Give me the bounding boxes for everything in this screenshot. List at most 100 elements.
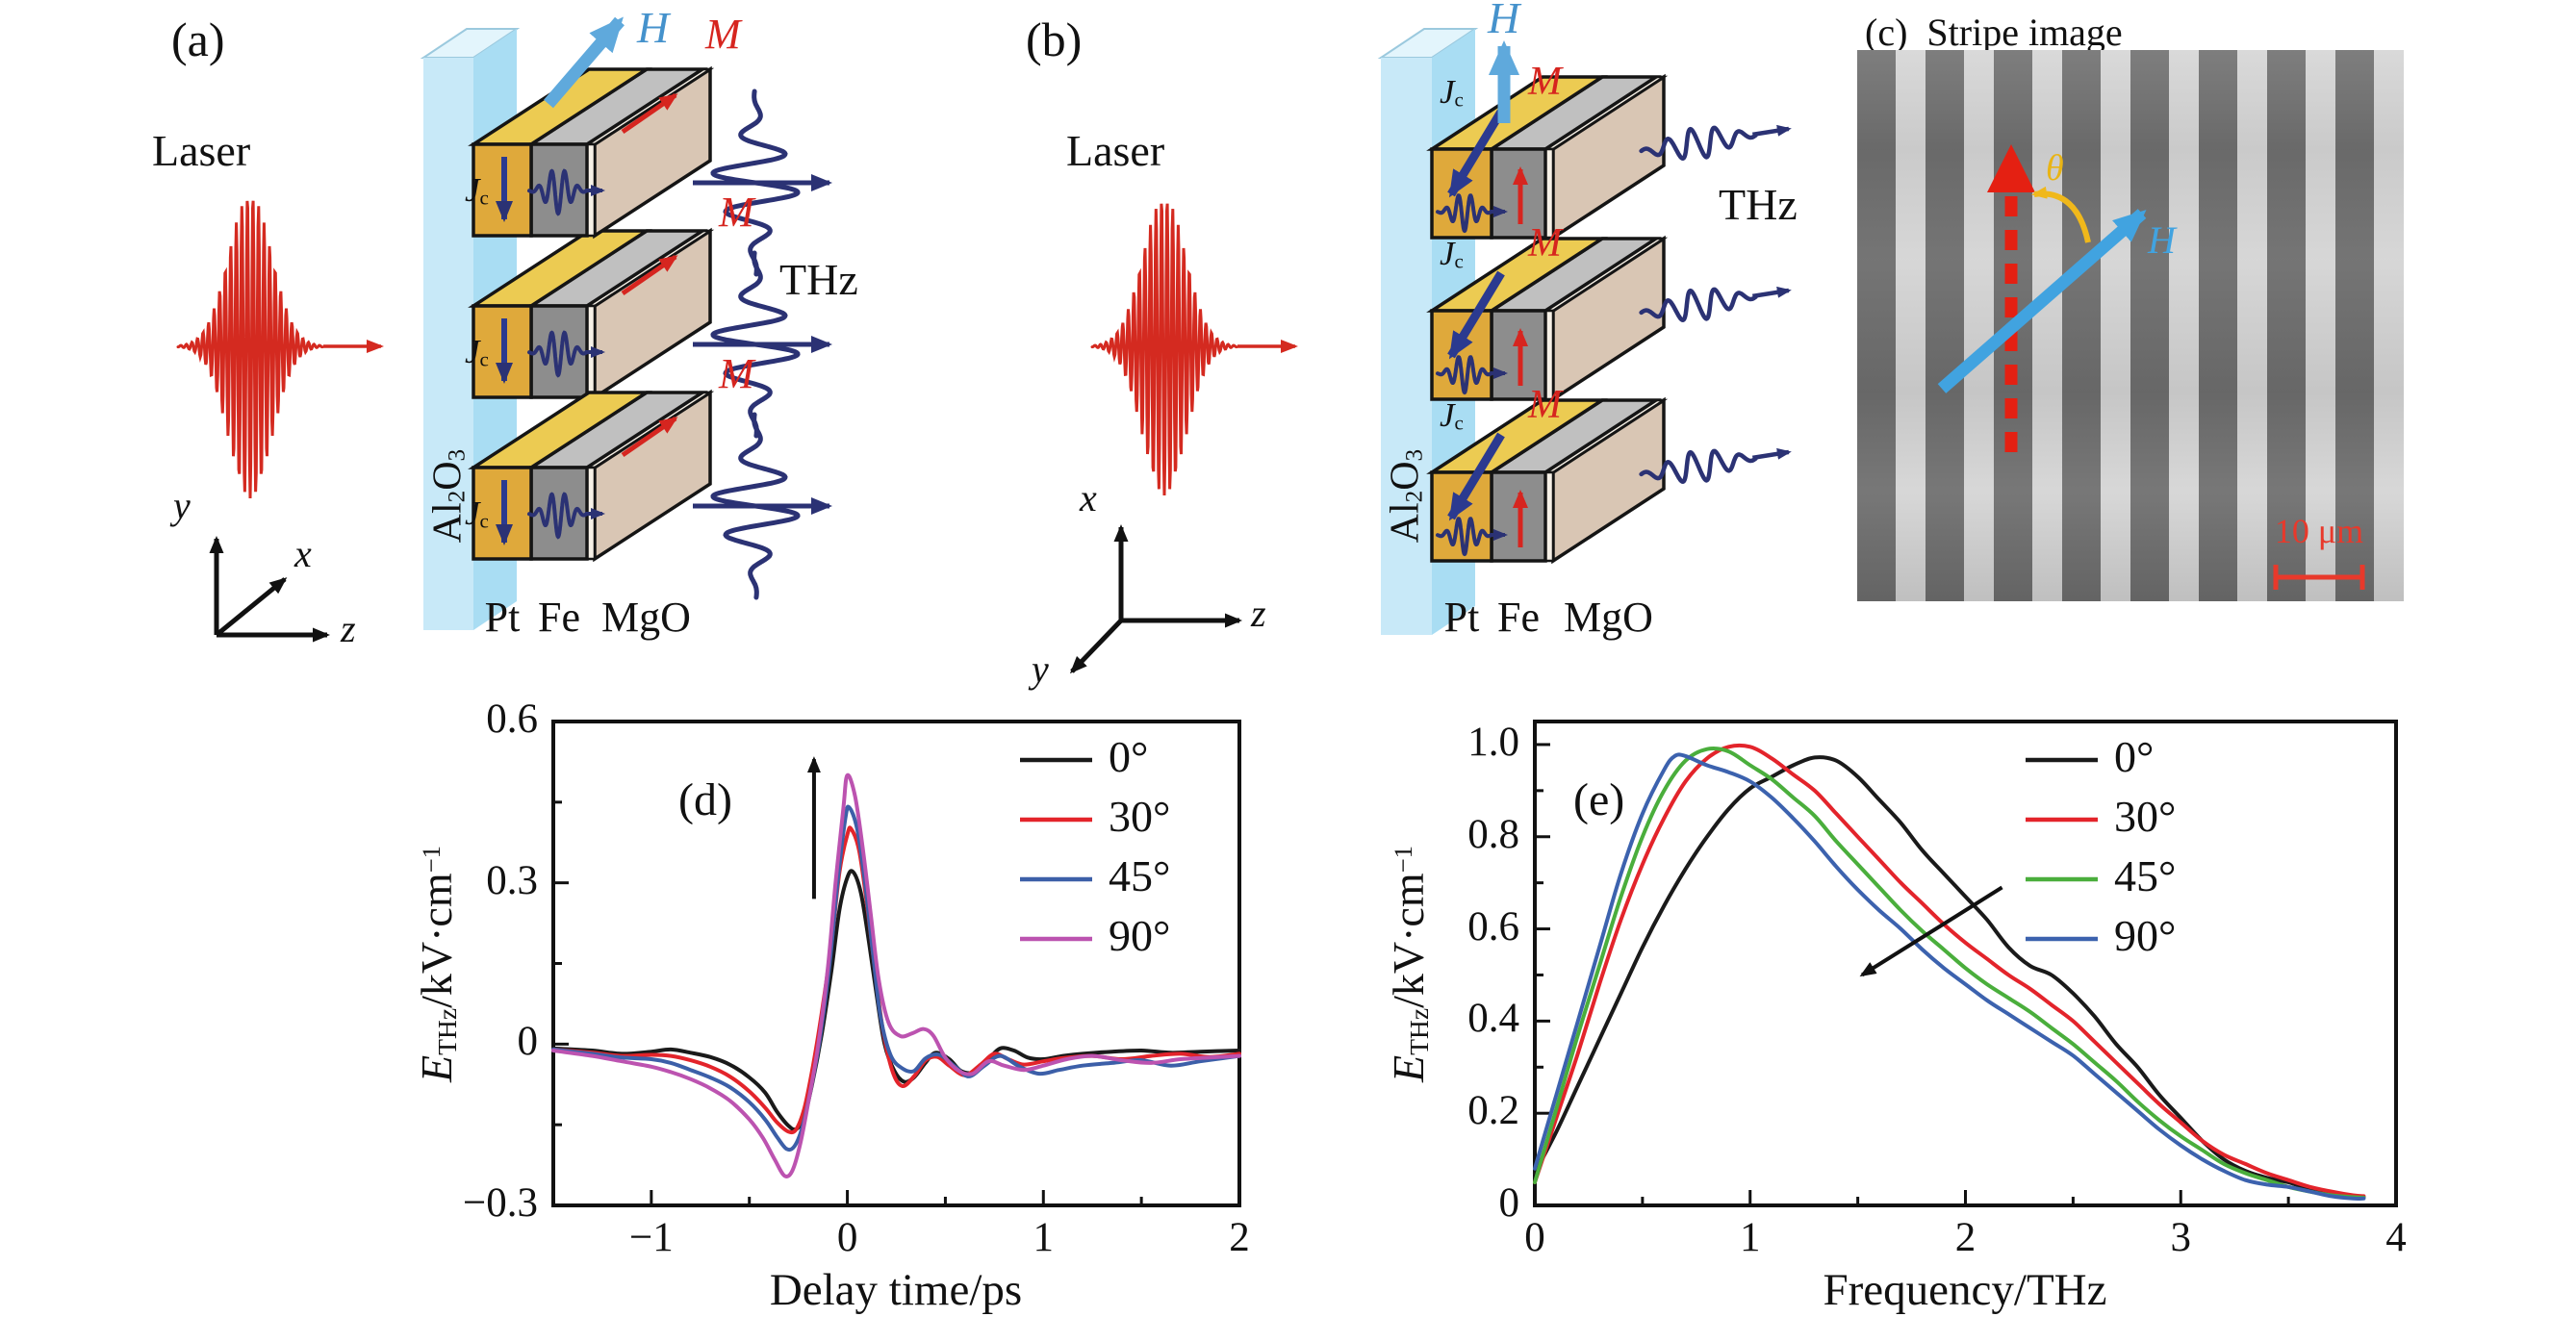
axis-up-label: y [173,484,191,527]
x-axis-title: Frequency/THz [1823,1265,2107,1315]
thz-emission-1 [693,89,832,277]
magnetization-arrow [621,416,678,458]
legend-label: 45° [1109,851,1171,900]
wave-path [710,412,801,600]
pt-layer-label: Pt [484,594,521,641]
thz-emission-3 [693,412,832,600]
series-curve-30° [1533,743,2366,1199]
charge-current-arrow [1447,109,1505,198]
x-tick-label: 2 [1954,1215,1977,1260]
micrograph-texture [1857,50,2404,601]
wave-path [1639,287,1758,322]
panel-tag: (b) [1026,13,1083,66]
magnetization-label: M [705,11,741,58]
thz-burst-icon [527,168,605,216]
substrate-label: Al2O3 [1383,448,1428,544]
substrate-label: Al2O3 [425,448,471,544]
wave-path [527,330,589,378]
coordinate-axes [1069,524,1242,674]
magnetic-field-arrow [1937,209,2147,393]
wave-path [1639,448,1758,484]
field-label: H [637,3,670,52]
x-tick-label: 4 [2385,1215,2407,1260]
thz-burst-icon [527,492,605,540]
legend-label: 90° [2114,911,2177,960]
x-tick-label: −1 [628,1215,674,1260]
wave-arrow [1752,124,1792,138]
axis-right-label: z [1251,592,1266,635]
angle-arc [2031,186,2091,243]
legend-label: 30° [2114,792,2177,841]
x-tick-label: 0 [836,1215,858,1260]
legend-label: 0° [1109,732,1149,781]
laser-label: Laser [152,126,251,175]
thz-label: THz [1719,180,1798,229]
x-tick-label: 3 [2170,1215,2192,1260]
current-label: Jc [1440,235,1464,273]
wave-path [176,200,324,499]
mgo-layer-label: MgO [601,594,691,641]
coordinate-axes [209,536,330,643]
series-curve-90° [551,772,1241,1178]
field-label: H [2148,218,2176,262]
series-curve-0° [551,869,1241,1132]
pt-layer-label: Pt [1443,594,1480,641]
thz-burst-icon [1436,517,1508,557]
magnetization-label: M [1528,221,1562,266]
axis-up-label: x [1080,476,1097,519]
y-tick-label: 0.8 [1467,811,1519,857]
current-label: Jc [465,171,489,210]
y-tick-label: 0 [517,1019,539,1065]
x-tick-label: 1 [1033,1215,1055,1260]
wave-path [1436,355,1493,395]
series-curve-0° [1533,755,2366,1200]
axis-right-label: z [341,607,356,650]
magnetic-field-arrow [544,16,625,109]
legend-label: 45° [2114,851,2177,900]
y-tick-label: 0.3 [486,857,538,903]
magnetization-label: M [1528,383,1562,427]
angle-label: θ [2046,148,2064,189]
panel-b-schematic: (b) Laser Al2O3 Jc Jc Jc M M M H THz Pt … [1020,0,1838,702]
wave-path [1436,517,1493,557]
thz-burst-icon [527,330,605,378]
pt-fe-mgo-unit [468,389,715,563]
magnetization-label: M [719,189,754,236]
thz-emission-2 [693,250,832,439]
magnetization-label: M [719,350,754,397]
laser-pulse-icon [176,200,384,499]
panel-title: (c) Stripe image [1865,11,2123,54]
wave-path [1090,203,1238,496]
wave-arrow [1752,447,1792,461]
panel-tag: (e) [1573,774,1625,825]
magnetization-arrow [621,92,678,135]
charge-current-arrow [1447,270,1505,360]
laser-label: Laser [1066,126,1165,175]
annotation-arrow [1859,885,2003,977]
current-label: Jc [465,494,489,533]
axis-diagonal-label: y [1032,647,1049,691]
current-label: Jc [1440,73,1464,112]
y-tick-label: 0.6 [1467,903,1519,950]
panel-a-schematic: (a) Laser Al2O3 Jc Jc Jc M M M H THz Pt … [144,0,1010,702]
thz-burst-icon [1436,355,1508,395]
thz-emission-2 [1639,286,1792,322]
wave-path [1436,193,1493,234]
magnetization-label: M [1528,60,1562,104]
charge-current-arrow [1447,432,1505,521]
panel-tag: (d) [678,774,732,825]
pt-fe-mgo-unit [1426,235,1669,403]
fe-layer-label: Fe [538,594,580,641]
scale-label: 10 μm [2274,512,2364,550]
y-tick-label: 0.4 [1467,996,1519,1042]
mgo-layer-label: MgO [1564,594,1653,641]
pt-fe-mgo-unit [468,227,715,401]
current-label: Jc [465,333,489,371]
laser-pulse-icon [1090,203,1298,496]
y-tick-label: 0.2 [1467,1088,1519,1134]
current-label: Jc [1440,396,1464,435]
y-tick-label: 1.0 [1467,719,1519,765]
panel-c-stripe-image: (c) Stripe image θ H 10 μm [1857,0,2576,702]
magnetization-arrow [621,254,678,296]
